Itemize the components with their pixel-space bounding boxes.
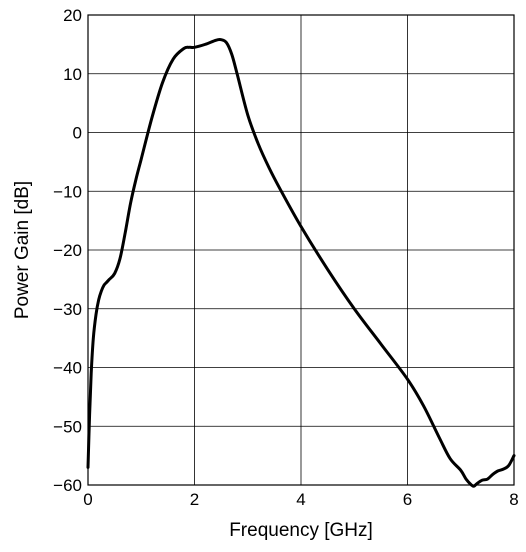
- y-tick-label-7: −50: [53, 417, 82, 436]
- y-tick-label-0: 20: [63, 6, 82, 25]
- series-layer: [86, 37, 516, 488]
- y-tick-label-2: 0: [73, 124, 82, 143]
- grid-lines: [88, 15, 514, 485]
- y-axis-title: Power Gain [dB]: [12, 181, 33, 319]
- x-tick-label-0: 0: [83, 490, 92, 509]
- y-tick-label-3: −10: [53, 182, 82, 201]
- x-tick-label-2: 4: [296, 490, 305, 509]
- y-tick-label-1: 10: [63, 65, 82, 84]
- x-axis-title: Frequency [GHz]: [229, 520, 373, 541]
- y-tick-label-8: −60: [53, 476, 82, 495]
- x-tick-label-1: 2: [190, 490, 199, 509]
- series-line-0: [86, 37, 516, 488]
- y-tick-label-5: −30: [53, 300, 82, 319]
- plot-frame: [87, 14, 515, 486]
- x-tick-label-3: 6: [403, 490, 412, 509]
- x-tick-labels: 0 2 4 6 8: [83, 490, 518, 509]
- x-tick-label-4: 8: [509, 490, 518, 509]
- y-tick-label-4: −20: [53, 241, 82, 260]
- y-tick-label-6: −40: [53, 359, 82, 378]
- y-tick-labels: 20 10 0 −10 −20 −30 −40 −50 −60: [53, 6, 82, 495]
